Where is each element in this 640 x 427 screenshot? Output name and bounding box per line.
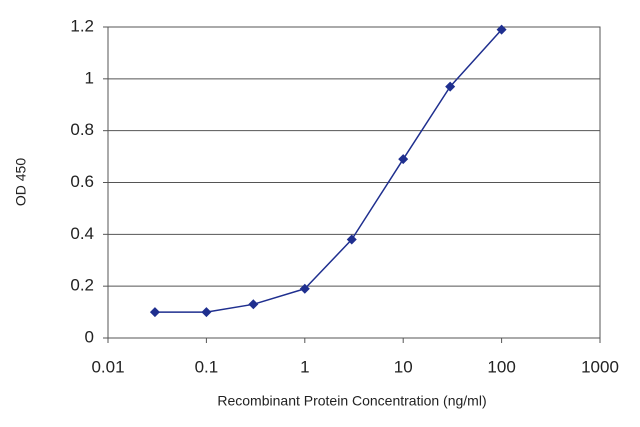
data-point xyxy=(398,154,409,165)
x-tick-label: 1 xyxy=(300,357,309,376)
x-tick-label: 0.01 xyxy=(91,357,124,376)
data-point xyxy=(299,283,310,294)
x-tick-label: 10 xyxy=(394,357,413,376)
y-tick-label: 1 xyxy=(85,68,94,87)
data-point xyxy=(346,234,357,245)
data-point xyxy=(496,24,507,35)
data-point xyxy=(445,81,456,92)
y-tick-label: 1.2 xyxy=(70,16,94,35)
data-point xyxy=(248,299,259,310)
y-tick-label: 0 xyxy=(85,327,94,346)
y-axis-label: OD 450 xyxy=(13,158,29,206)
data-line xyxy=(154,29,503,313)
y-tick-label: 0.2 xyxy=(70,276,94,295)
y-tick-label: 0.4 xyxy=(70,224,94,243)
y-tick-label: 0.6 xyxy=(70,172,94,191)
x-axis-label: Recombinant Protein Concentration (ng/ml… xyxy=(217,393,486,409)
x-tick-label: 1000 xyxy=(581,357,619,376)
y-tick-label: 0.8 xyxy=(70,120,94,139)
data-point xyxy=(201,307,212,318)
x-tick-label: 0.1 xyxy=(195,357,219,376)
data-point xyxy=(149,307,160,318)
x-tick-label: 100 xyxy=(487,357,515,376)
